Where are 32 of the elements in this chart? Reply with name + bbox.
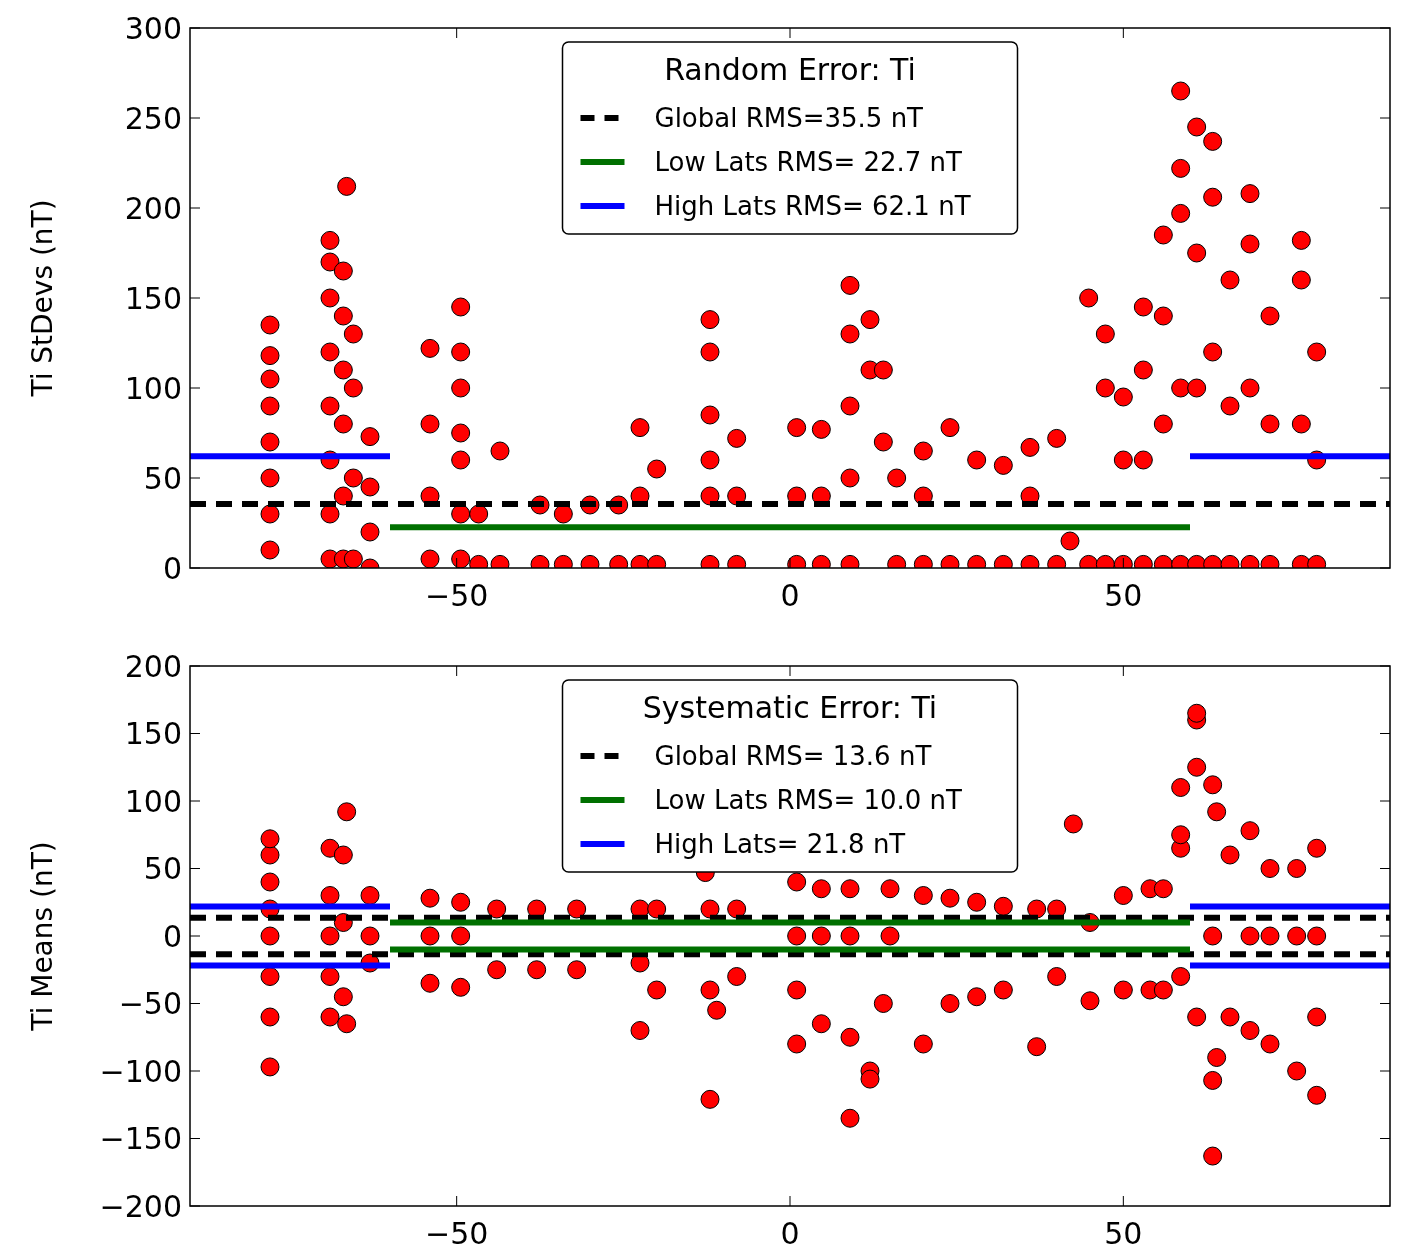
y-tick-label: 100: [124, 370, 182, 406]
legend-title: Random Error: Ti: [664, 52, 916, 87]
y-tick-label: 150: [124, 716, 182, 751]
y-tick-label: −200: [99, 1188, 182, 1224]
x-tick-label: −50: [425, 578, 489, 613]
y-tick-label: 200: [124, 648, 182, 684]
legend-title: Systematic Error: Ti: [642, 690, 938, 725]
y-tick-label: 100: [124, 783, 182, 819]
legend-label: High Lats= 21.8 nT: [654, 829, 906, 860]
y-tick-label: 50: [143, 851, 182, 886]
x-tick-label: 50: [1104, 578, 1143, 613]
y-tick-label: −150: [99, 1121, 182, 1156]
x-tick-label: 50: [1104, 1216, 1143, 1251]
y-axis-title: Ti StDevs (nT): [26, 199, 59, 398]
y-tick-label: 250: [124, 100, 182, 136]
legend-label: Low Lats RMS= 10.0 nT: [654, 785, 963, 816]
y-tick-label: −50: [118, 986, 182, 1021]
x-tick-label: −50: [425, 1216, 489, 1251]
y-tick-label: 50: [143, 460, 182, 496]
y-tick-label: 200: [124, 190, 182, 226]
x-tick-label: 0: [780, 1216, 800, 1251]
y-tick-label: 0: [162, 550, 182, 586]
y-tick-label: 300: [124, 10, 182, 46]
x-tick-label: 0: [780, 578, 800, 613]
legend-label: Global RMS=35.5 nT: [654, 103, 924, 134]
y-axis-title: Ti Means (nT): [26, 841, 59, 1032]
legend-label: Low Lats RMS= 22.7 nT: [654, 147, 963, 178]
y-tick-label: −100: [99, 1053, 182, 1089]
y-tick-label: 150: [124, 280, 182, 316]
legend-label: Global RMS= 13.6 nT: [654, 741, 932, 772]
y-tick-label: 0: [162, 918, 182, 954]
legend-label: High Lats RMS= 62.1 nT: [654, 191, 971, 222]
